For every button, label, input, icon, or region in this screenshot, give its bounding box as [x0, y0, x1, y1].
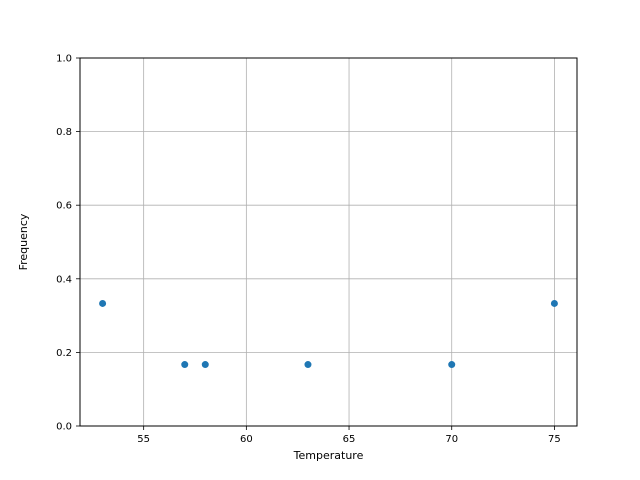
data-point: [99, 299, 107, 307]
data-point: [201, 361, 209, 369]
x-axis-label: Temperature: [293, 449, 364, 462]
data-point: [304, 361, 312, 369]
x-tick-label: 70: [445, 434, 458, 445]
x-tick-label: 60: [240, 434, 253, 445]
y-tick-label: 1.0: [56, 54, 72, 65]
data-point: [448, 361, 456, 369]
y-axis-label: Frequency: [17, 213, 30, 270]
grid-lines: [80, 57, 577, 427]
data-point: [181, 361, 189, 369]
x-tick-label: 65: [343, 434, 356, 445]
data-point: [550, 299, 558, 307]
plot-border: [79, 57, 578, 427]
y-tick-label: 0.8: [56, 127, 72, 138]
data-points: [99, 299, 558, 369]
y-tick-label: 0.4: [56, 274, 72, 285]
x-tick-label: 75: [548, 434, 561, 445]
y-tick-label: 0.2: [56, 348, 72, 359]
x-tick-label: 55: [137, 434, 150, 445]
axis-ticks: 55 60 65 70 75 0.0 0.2 0.4 0.6 0.8 1.0: [56, 54, 561, 446]
y-tick-label: 0.0: [56, 422, 72, 433]
y-tick-label: 0.6: [56, 201, 72, 212]
